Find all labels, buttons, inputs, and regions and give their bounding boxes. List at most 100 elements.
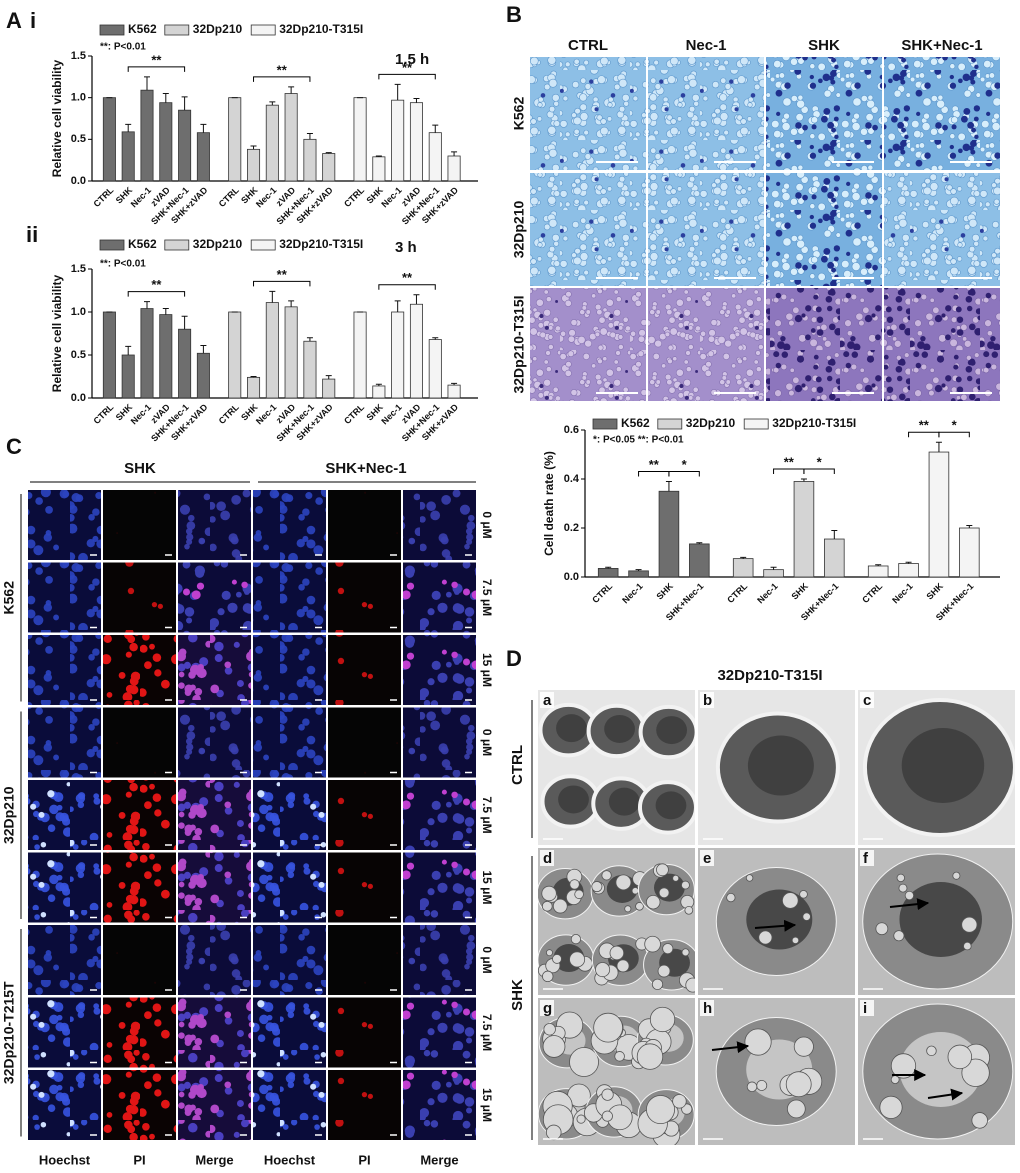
bar	[353, 97, 367, 182]
error-bar	[250, 376, 257, 378]
letter-bg	[860, 1000, 874, 1016]
panel-label: C	[6, 434, 22, 459]
bar	[247, 148, 261, 182]
em-vacuole	[569, 1047, 599, 1077]
micrograph	[766, 288, 882, 401]
em-nucleus	[608, 787, 640, 816]
error-bar	[269, 290, 276, 303]
em-vacuole	[952, 871, 961, 880]
em-vacuole	[961, 916, 978, 933]
fluorescence-image	[103, 925, 176, 995]
y-tick-label: 0.0	[71, 175, 86, 187]
em-image	[858, 848, 1015, 995]
arrow	[754, 919, 797, 932]
bar	[391, 311, 405, 399]
legend-label: 32Dp210-T315I	[279, 22, 363, 36]
x-tick-label: CTRL	[91, 402, 115, 426]
em-image	[698, 998, 855, 1145]
chart-subtitle: *: P<0.05 **: P<0.01	[593, 435, 684, 446]
fluorescence-image	[328, 1070, 401, 1140]
micrograph	[648, 288, 764, 401]
fluorescence-image	[253, 1070, 326, 1140]
significance-label: **	[784, 454, 795, 469]
x-tick-label: CTRL	[342, 185, 366, 209]
micrograph	[530, 288, 646, 401]
error-bar	[200, 123, 207, 133]
significance-bracket	[908, 431, 940, 438]
y-tick-label: 1.0	[71, 92, 86, 104]
em-row-label: CTRL	[509, 745, 526, 785]
error-bar	[905, 561, 912, 564]
legend-label: K562	[621, 416, 650, 430]
panel-label: D	[506, 646, 522, 671]
column-header: SHK	[808, 37, 840, 54]
bar	[102, 97, 116, 182]
error-bar	[306, 133, 313, 140]
em-vacuole	[758, 930, 773, 945]
letter-bg	[860, 692, 874, 708]
x-tick-label: Nec-1	[890, 581, 914, 605]
x-tick-label: Nec-1	[129, 402, 153, 426]
em-vacuole	[601, 1110, 613, 1122]
em-vacuole	[890, 1053, 917, 1079]
fluorescence-image	[28, 1070, 101, 1140]
dose-label: 7.5 μM	[480, 796, 494, 833]
fluorescence-image	[28, 707, 101, 778]
error-bar	[288, 300, 295, 307]
bar	[322, 378, 336, 399]
em-vacuole	[745, 874, 754, 882]
em-vacuole	[542, 970, 554, 983]
em-vacuole	[591, 881, 603, 893]
bar	[898, 563, 919, 578]
fluorescence-image	[253, 780, 326, 850]
significance-bracket	[938, 431, 970, 438]
fluorescence-image	[28, 490, 101, 560]
bar	[928, 451, 950, 578]
fluorescence-image	[328, 490, 401, 560]
y-tick-label: 0.2	[564, 522, 579, 534]
bar	[159, 314, 173, 399]
em-letter: i	[863, 1000, 867, 1017]
dose-label: 0 μM	[480, 511, 494, 538]
em-vacuole	[541, 900, 553, 912]
bar	[793, 481, 815, 578]
fluorescence-image	[403, 852, 476, 923]
em-vacuole	[542, 1035, 566, 1058]
fluorescence-image	[28, 852, 101, 923]
error-bar	[162, 93, 169, 103]
fluorescence-image	[403, 635, 476, 705]
bar	[447, 155, 461, 182]
em-image	[858, 998, 1015, 1145]
em-vacuole	[635, 902, 644, 911]
bar	[265, 104, 279, 182]
letter-bg	[540, 1000, 554, 1016]
y-axis-label: Cell death rate (%)	[542, 451, 556, 556]
fluorescence-image	[103, 780, 176, 850]
x-tick-label: Nec-1	[254, 402, 278, 426]
x-tick-label: Nec-1	[755, 581, 779, 605]
fluorescence-image	[178, 925, 251, 995]
channel-label: Hoechst	[39, 1152, 91, 1167]
significance-bracket	[378, 73, 436, 80]
x-tick-label: CTRL	[860, 581, 884, 605]
cell-line-label: K562	[1, 581, 17, 615]
error-bar	[605, 566, 612, 569]
em-vacuole	[545, 949, 553, 957]
bar	[303, 340, 317, 399]
fluorescence-image	[403, 1070, 476, 1140]
significance-label: **	[277, 62, 288, 77]
error-bar	[413, 98, 420, 103]
legend-swatch	[592, 418, 618, 430]
significance-bracket	[803, 468, 835, 474]
significance-bracket	[773, 468, 805, 474]
em-vacuole	[971, 1112, 988, 1129]
bar	[284, 93, 298, 182]
legend-swatch	[99, 239, 125, 251]
significance-label: **	[919, 418, 930, 433]
bar	[409, 102, 423, 182]
em-letter: a	[543, 692, 552, 709]
error-bar	[144, 76, 150, 91]
bar	[228, 311, 242, 399]
em-vacuole	[926, 1045, 937, 1057]
